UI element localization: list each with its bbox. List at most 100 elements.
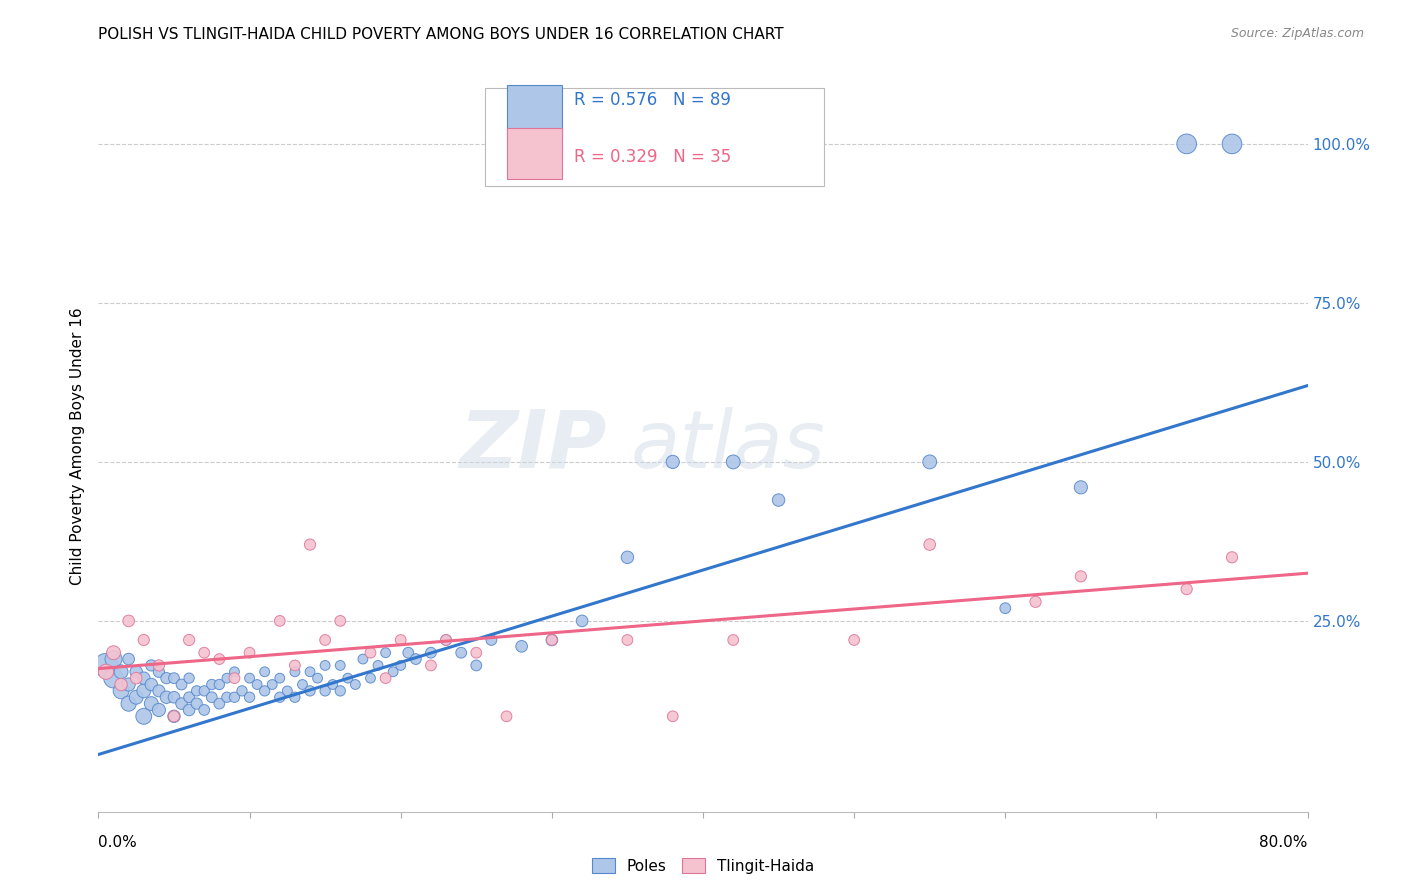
Point	[186, 697, 208, 711]
Point	[434, 632, 457, 647]
Point	[1175, 582, 1198, 596]
Point	[132, 709, 155, 723]
Point	[201, 677, 224, 691]
Point	[155, 690, 177, 705]
Point	[1070, 569, 1092, 583]
Point	[322, 677, 344, 691]
Point	[299, 538, 322, 552]
Point	[374, 646, 396, 660]
Point	[193, 646, 215, 660]
Point	[284, 690, 307, 705]
Point	[314, 632, 336, 647]
Point	[224, 671, 246, 685]
Point	[148, 703, 170, 717]
Point	[231, 684, 253, 698]
Point	[163, 671, 186, 685]
Point	[284, 665, 307, 679]
Text: ZIP: ZIP	[458, 407, 606, 485]
Point	[367, 658, 389, 673]
Point	[1220, 136, 1243, 151]
Point	[344, 677, 367, 691]
Point	[224, 665, 246, 679]
Point	[382, 665, 405, 679]
Point	[1024, 595, 1046, 609]
Point	[141, 697, 163, 711]
Point	[465, 646, 488, 660]
Point	[540, 632, 562, 647]
Point	[193, 684, 215, 698]
Point	[291, 677, 314, 691]
Point	[177, 632, 201, 647]
Point	[94, 658, 117, 673]
Point	[118, 652, 141, 666]
Point	[125, 690, 148, 705]
Point	[314, 658, 336, 673]
Point	[336, 671, 359, 685]
Point	[721, 455, 744, 469]
Point	[269, 690, 291, 705]
Point	[510, 640, 533, 654]
Point	[215, 671, 238, 685]
Point	[148, 684, 170, 698]
Point	[177, 671, 201, 685]
Point	[616, 632, 638, 647]
Point	[1220, 550, 1243, 565]
Point	[661, 709, 683, 723]
Point	[125, 665, 148, 679]
Point	[239, 646, 262, 660]
Point	[1070, 480, 1092, 494]
Point	[419, 646, 441, 660]
Point	[571, 614, 593, 628]
Point	[208, 697, 231, 711]
Point	[141, 677, 163, 691]
Point	[434, 632, 457, 647]
Point	[918, 455, 941, 469]
Point	[1175, 136, 1198, 151]
Text: R = 0.576   N = 89: R = 0.576 N = 89	[574, 91, 731, 109]
Point	[118, 697, 141, 711]
Point	[103, 671, 125, 685]
Point	[481, 632, 503, 647]
FancyBboxPatch shape	[508, 86, 561, 136]
Point	[495, 709, 517, 723]
Point	[103, 652, 125, 666]
Point	[768, 493, 790, 508]
Point	[389, 658, 412, 673]
Point	[276, 684, 298, 698]
Point	[284, 658, 307, 673]
Point	[396, 646, 419, 660]
Point	[132, 632, 155, 647]
Y-axis label: Child Poverty Among Boys Under 16: Child Poverty Among Boys Under 16	[69, 307, 84, 585]
Point	[177, 690, 201, 705]
Point	[329, 684, 352, 698]
Point	[299, 684, 322, 698]
Point	[201, 690, 224, 705]
Point	[450, 646, 472, 660]
Point	[163, 690, 186, 705]
Text: POLISH VS TLINGIT-HAIDA CHILD POVERTY AMONG BOYS UNDER 16 CORRELATION CHART: POLISH VS TLINGIT-HAIDA CHILD POVERTY AM…	[98, 27, 785, 42]
Point	[405, 652, 427, 666]
Point	[132, 684, 155, 698]
Point	[170, 697, 193, 711]
Text: 80.0%: 80.0%	[1260, 836, 1308, 850]
Point	[94, 665, 117, 679]
Point	[269, 614, 291, 628]
Point	[994, 601, 1017, 615]
Point	[148, 658, 170, 673]
Point	[246, 677, 269, 691]
Point	[132, 671, 155, 685]
FancyBboxPatch shape	[485, 87, 824, 186]
Point	[360, 671, 382, 685]
Point	[419, 658, 441, 673]
Point	[374, 671, 396, 685]
Text: atlas: atlas	[630, 407, 825, 485]
Point	[844, 632, 866, 647]
Point	[177, 703, 201, 717]
Point	[208, 677, 231, 691]
Point	[253, 684, 276, 698]
Point	[465, 658, 488, 673]
Point	[721, 632, 744, 647]
Point	[224, 690, 246, 705]
Text: Source: ZipAtlas.com: Source: ZipAtlas.com	[1230, 27, 1364, 40]
Point	[352, 652, 374, 666]
